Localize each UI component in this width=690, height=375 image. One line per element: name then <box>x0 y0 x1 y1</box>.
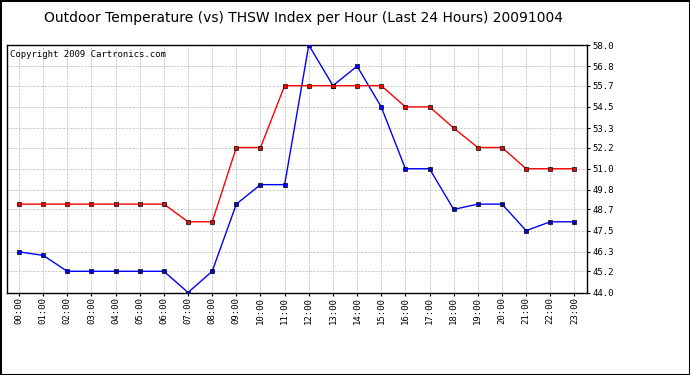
Text: Copyright 2009 Cartronics.com: Copyright 2009 Cartronics.com <box>10 50 166 59</box>
Text: Outdoor Temperature (vs) THSW Index per Hour (Last 24 Hours) 20091004: Outdoor Temperature (vs) THSW Index per … <box>44 11 563 25</box>
